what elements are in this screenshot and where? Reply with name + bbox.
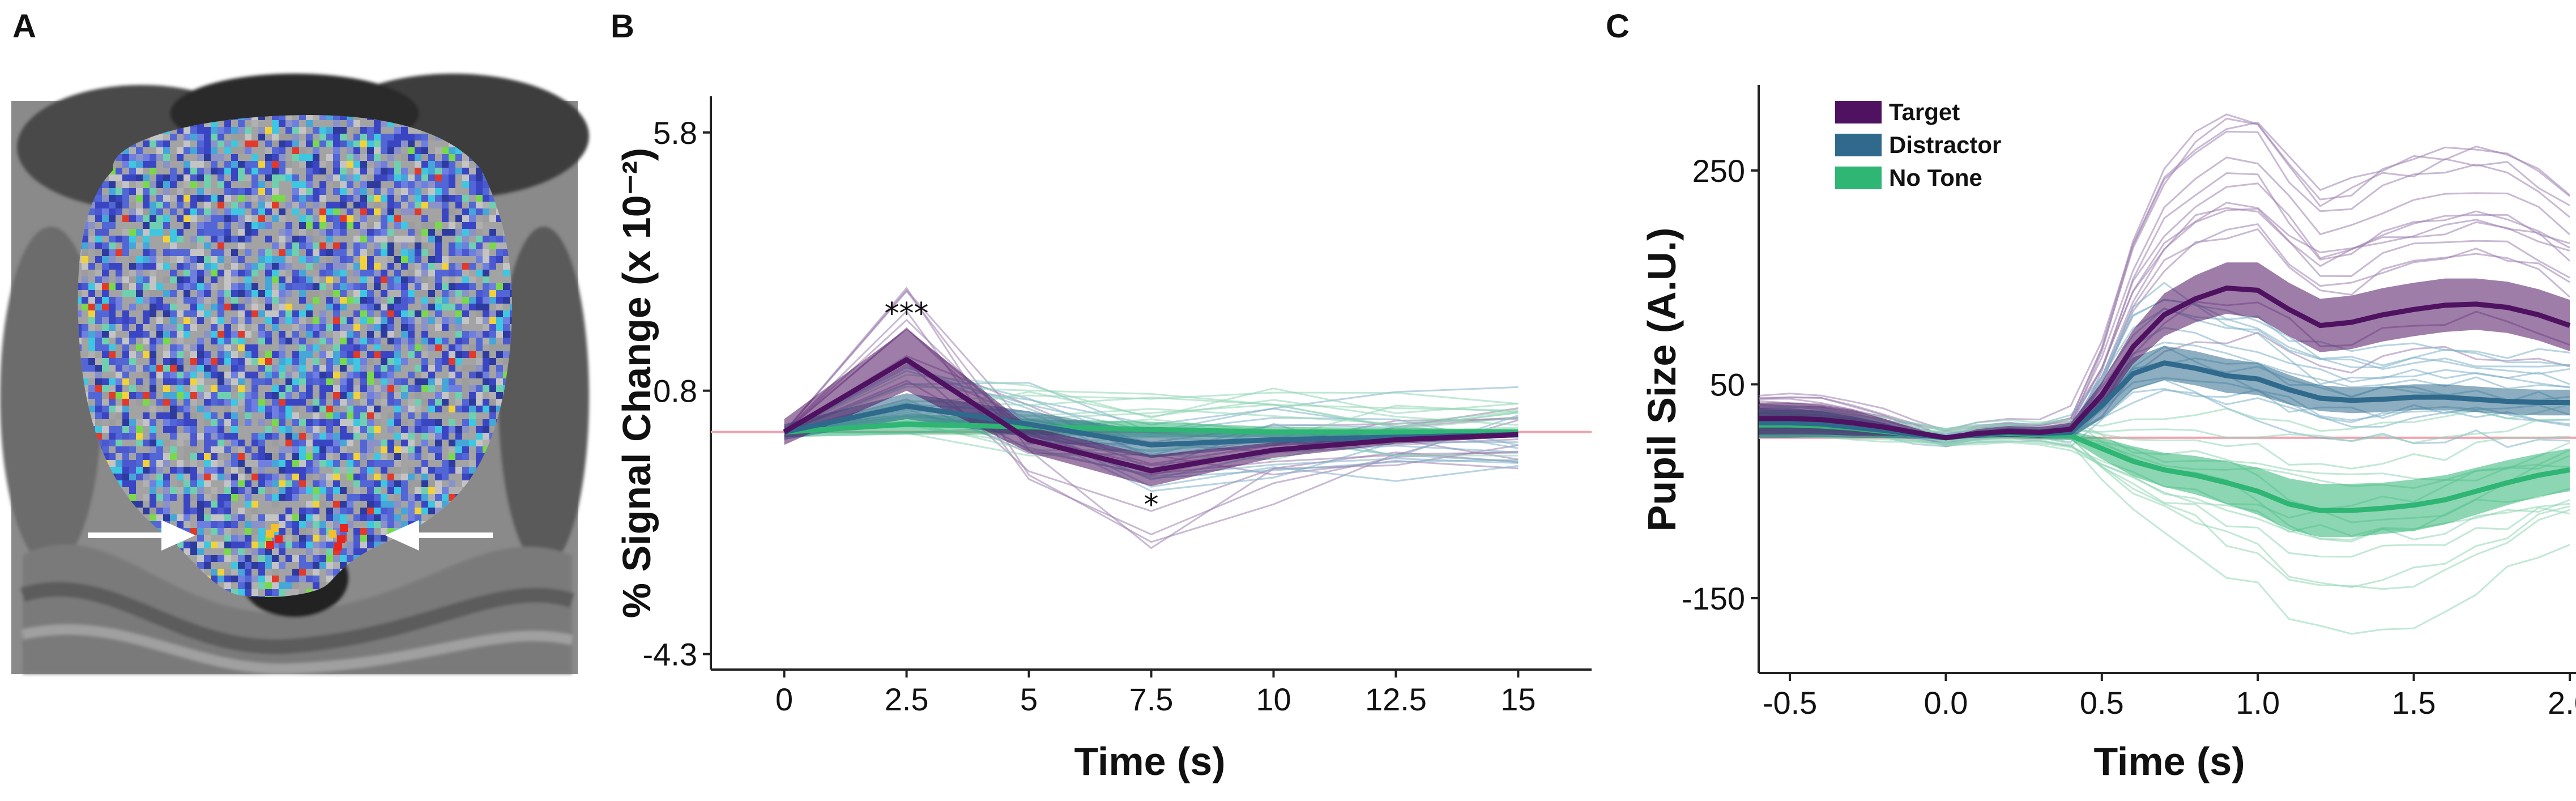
b-significance-marker: *: [1144, 488, 1159, 522]
brain-scan-image: [0, 74, 589, 674]
c-target-subject-trace: [1759, 121, 2570, 432]
b-no-tone-mean-line: [784, 421, 1519, 435]
c-no-tone-subject-trace: [1759, 429, 2570, 541]
legend-label-distractor: Distractor: [1889, 131, 2001, 158]
arrow-right-icon: [385, 520, 493, 551]
b-x-tick-label: 12.5: [1365, 681, 1427, 717]
b-x-tick-label: 10: [1256, 681, 1291, 717]
b-target-mean-line: [783, 357, 1519, 474]
c-target-mean-line: [1759, 286, 2571, 441]
c-x-tick-label: -0.5: [1763, 685, 1818, 721]
c-y-tick-label: -150: [1682, 581, 1745, 616]
c-x-tick-label: 1.5: [2392, 685, 2436, 721]
panel-label-c: C: [1606, 8, 1630, 45]
legend-label-target: Target: [1889, 99, 1960, 125]
b-y-axis-label: % Signal Change (x 10⁻²): [615, 148, 659, 618]
legend-swatch-no-tone: [1835, 167, 1882, 189]
c-no-tone-subject-trace: [1759, 415, 2570, 635]
b-significance-marker: ***: [885, 297, 929, 331]
c-y-tick-label: 50: [1710, 367, 1745, 402]
panel-label-b: B: [611, 8, 634, 45]
c-target-subject-trace: [1759, 117, 2570, 439]
b-x-tick-label: 15: [1500, 681, 1536, 717]
chart-b: 0 2.5 5 7.5 10 12.5 155.80.8-4.3 **** Time (s)…: [615, 96, 1592, 783]
b-target-subject-trace: [783, 289, 1519, 549]
b-y-tick-label: -4.3: [643, 637, 698, 672]
c-x-tick-label: 2.0: [2548, 685, 2576, 721]
c-distractor-mean-line: [1759, 360, 2570, 441]
b-x-tick-label: 2.5: [885, 681, 929, 717]
c-no-tone-error-band: [1759, 412, 2570, 538]
b-x-tick-label: 5: [1020, 681, 1038, 717]
c-legend: Target Distractor No Tone: [1835, 99, 2001, 191]
c-target-error-band: [1759, 262, 2570, 438]
b-x-tick-label: 7.5: [1129, 681, 1174, 717]
chart-c: -0.5 0.0 0.5 1.0 1.5 2.0 250 50 -150 Target Distr…: [1640, 85, 2576, 783]
c-x-tick-label: 1.0: [2236, 685, 2280, 721]
b-x-axis-label: Time (s): [1074, 739, 1225, 783]
legend-label-no-tone: No Tone: [1889, 164, 1982, 191]
c-x-tick-label: 0.5: [2080, 685, 2124, 721]
b-y-tick-label: 0.8: [653, 373, 697, 409]
arrow-left-icon: [88, 520, 195, 551]
panel-label-a: A: [12, 8, 36, 45]
c-y-axis-label: Pupil Size (A.U.): [1640, 228, 1684, 532]
legend-swatch-distractor: [1835, 134, 1882, 156]
c-y-tick-label: 250: [1692, 153, 1745, 189]
legend-swatch-target: [1835, 101, 1882, 123]
b-y-tick-label: 5.8: [653, 115, 697, 151]
c-x-axis-label: Time (s): [2093, 739, 2245, 783]
b-x-tick-label: 0: [775, 681, 793, 717]
b-distractor-mean-line: [783, 403, 1519, 448]
c-x-tick-label: 0.0: [1924, 685, 1968, 721]
